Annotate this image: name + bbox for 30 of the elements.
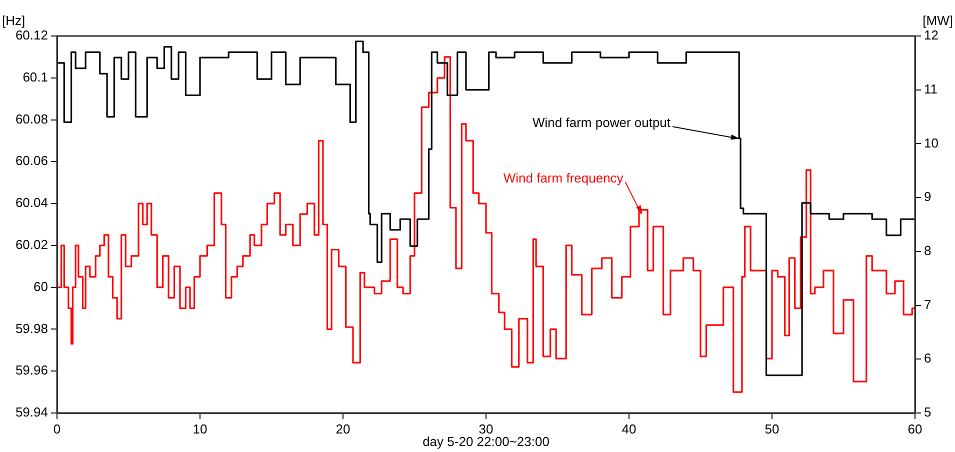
y-tick-label: 59.94 bbox=[15, 404, 48, 420]
y-axis-title: [Hz] bbox=[2, 13, 26, 28]
y2-tick-label: 8 bbox=[924, 243, 932, 258]
x-tick-label: 0 bbox=[53, 421, 61, 436]
x-tick-label: 60 bbox=[908, 421, 922, 436]
y2-axis-title: [MW] bbox=[922, 13, 953, 28]
y-tick-label: 60.06 bbox=[15, 153, 48, 168]
x-tick-label: 50 bbox=[764, 421, 780, 436]
annotation: Wind farm frequency bbox=[503, 170, 624, 186]
y-tick-label: 60.02 bbox=[15, 237, 48, 252]
y2-tick-label: 5 bbox=[924, 404, 932, 420]
x-tick-label: 40 bbox=[622, 421, 636, 436]
y2-tick-label: 7 bbox=[924, 296, 932, 312]
y-tick-label: 60.1 bbox=[22, 69, 48, 84]
x-tick-label: 20 bbox=[336, 421, 350, 436]
annotation: Wind farm power output bbox=[532, 115, 671, 130]
x-tick-label: 10 bbox=[192, 421, 208, 436]
y2-tick-label: 12 bbox=[924, 28, 938, 43]
y2-tick-label: 10 bbox=[924, 135, 938, 150]
x-axis-title: day 5-20 22:00~23:00 bbox=[422, 434, 550, 450]
y-tick-label: 60.08 bbox=[15, 111, 48, 126]
y-tick-label: 60 bbox=[34, 278, 48, 294]
y-tick-label: 59.98 bbox=[15, 320, 48, 336]
y-tick-label: 60.12 bbox=[15, 28, 48, 43]
y2-tick-label: 6 bbox=[924, 350, 932, 366]
y-tick-label: 59.96 bbox=[15, 362, 48, 378]
x-tick-label: 30 bbox=[478, 421, 494, 436]
y2-tick-label: 9 bbox=[924, 189, 932, 204]
y-tick-label: 60.04 bbox=[15, 195, 48, 210]
y2-tick-label: 11 bbox=[924, 81, 938, 96]
